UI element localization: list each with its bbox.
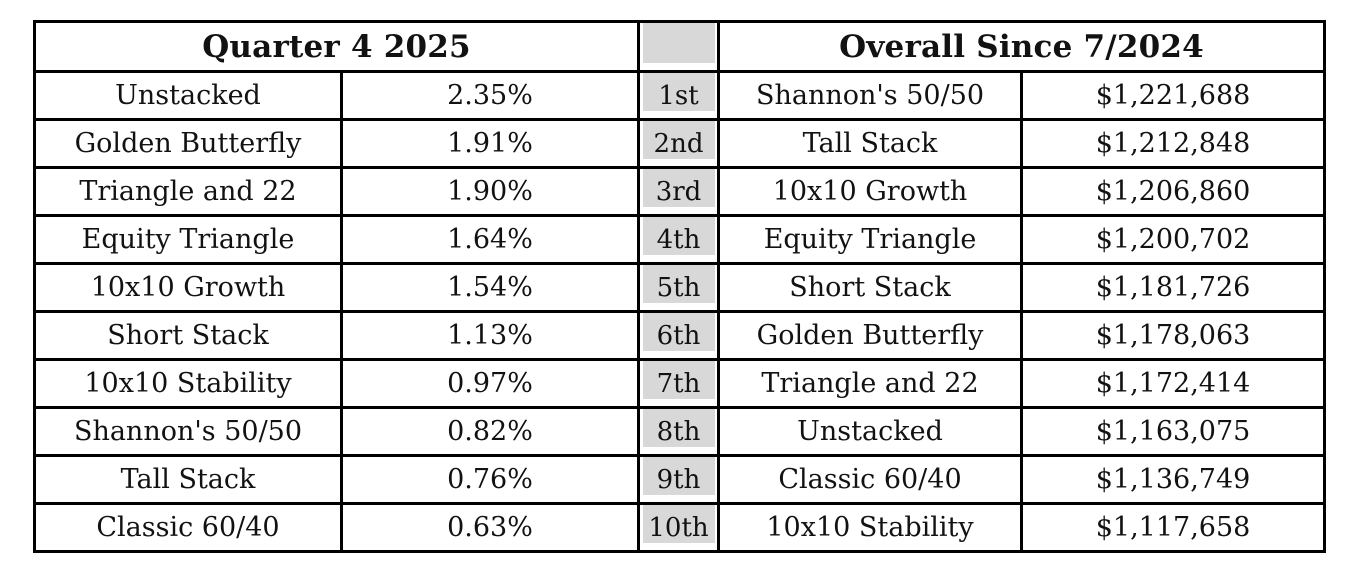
table-row-9: Tall Stack 0.76% 9th Classic 60/40 $1,13… [33, 454, 1327, 505]
q4-return-value: 0.97% [339, 358, 641, 409]
table-row-10: Classic 60/40 0.63% 10th 10x10 Stability… [33, 502, 1327, 553]
q4-portfolio-name: 10x10 Growth [33, 262, 343, 313]
header-row: Quarter 4 2025 Overall Since 7/2024 [32, 20, 1327, 73]
q4-return-value: 0.82% [339, 406, 641, 457]
overall-balance-value: $1,212,848 [1020, 118, 1327, 169]
overall-portfolio-name: Unstacked [717, 406, 1024, 457]
overall-balance-value: $1,200,702 [1020, 214, 1327, 265]
overall-portfolio-name: Tall Stack [717, 118, 1024, 169]
q4-section-title: Quarter 4 2025 [32, 20, 641, 73]
overall-balance-value: $1,163,075 [1020, 406, 1327, 457]
q4-return-value: 1.13% [339, 310, 641, 361]
rank-badge: 6th [637, 310, 721, 361]
q4-portfolio-name: Tall Stack [33, 454, 343, 505]
q4-portfolio-name: Golden Butterfly [33, 118, 343, 169]
table-row-4: Equity Triangle 1.64% 4th Equity Triangl… [33, 214, 1327, 265]
table-row-3: Triangle and 22 1.90% 3rd 10x10 Growth $… [33, 166, 1327, 217]
rank-badge: 4th [637, 214, 721, 265]
overall-portfolio-name: 10x10 Stability [717, 502, 1024, 553]
overall-portfolio-name: Shannon's 50/50 [717, 70, 1024, 121]
table-row-7: 10x10 Stability 0.97% 7th Triangle and 2… [33, 358, 1327, 409]
q4-portfolio-name: Equity Triangle [33, 214, 343, 265]
overall-portfolio-name: Golden Butterfly [717, 310, 1024, 361]
overall-portfolio-name: Classic 60/40 [717, 454, 1024, 505]
q4-return-value: 1.90% [339, 166, 641, 217]
q4-portfolio-name: 10x10 Stability [33, 358, 343, 409]
rank-badge: 1st [637, 70, 721, 121]
q4-return-value: 1.54% [339, 262, 641, 313]
overall-section-title: Overall Since 7/2024 [717, 20, 1327, 73]
overall-balance-value: $1,172,414 [1020, 358, 1327, 409]
q4-return-value: 1.64% [339, 214, 641, 265]
q4-return-value: 0.76% [339, 454, 641, 505]
q4-return-value: 1.91% [339, 118, 641, 169]
rank-badge: 3rd [637, 166, 721, 217]
rank-badge: 5th [637, 262, 721, 313]
q4-return-value: 0.63% [339, 502, 641, 553]
q4-portfolio-name: Triangle and 22 [33, 166, 343, 217]
q4-portfolio-name: Shannon's 50/50 [33, 406, 343, 457]
rank-badge: 8th [637, 406, 721, 457]
overall-portfolio-name: 10x10 Growth [717, 166, 1024, 217]
overall-portfolio-name: Short Stack [717, 262, 1024, 313]
table-row-5: 10x10 Growth 1.54% 5th Short Stack $1,18… [33, 262, 1327, 313]
rank-badge: 2nd [637, 118, 721, 169]
q4-return-value: 2.35% [339, 70, 641, 121]
rank-header-cell [637, 20, 721, 73]
q4-portfolio-name: Short Stack [33, 310, 343, 361]
table-row-2: Golden Butterfly 1.91% 2nd Tall Stack $1… [33, 118, 1327, 169]
q4-portfolio-name: Unstacked [33, 70, 343, 121]
overall-balance-value: $1,221,688 [1020, 70, 1327, 121]
overall-portfolio-name: Triangle and 22 [717, 358, 1024, 409]
q4-portfolio-name: Classic 60/40 [33, 502, 343, 553]
overall-balance-value: $1,136,749 [1020, 454, 1327, 505]
portfolio-performance-table: Quarter 4 2025 Overall Since 7/2024 Unst… [32, 20, 1327, 553]
overall-balance-value: $1,206,860 [1020, 166, 1327, 217]
table-row-6: Short Stack 1.13% 6th Golden Butterfly $… [33, 310, 1327, 361]
overall-balance-value: $1,181,726 [1020, 262, 1327, 313]
overall-portfolio-name: Equity Triangle [717, 214, 1024, 265]
rank-badge: 10th [637, 502, 721, 553]
table-row-1: Unstacked 2.35% 1st Shannon's 50/50 $1,2… [33, 70, 1327, 121]
rank-badge: 7th [637, 358, 721, 409]
overall-balance-value: $1,178,063 [1020, 310, 1327, 361]
rank-badge: 9th [637, 454, 721, 505]
overall-balance-value: $1,117,658 [1020, 502, 1327, 553]
table-row-8: Shannon's 50/50 0.82% 8th Unstacked $1,1… [33, 406, 1327, 457]
